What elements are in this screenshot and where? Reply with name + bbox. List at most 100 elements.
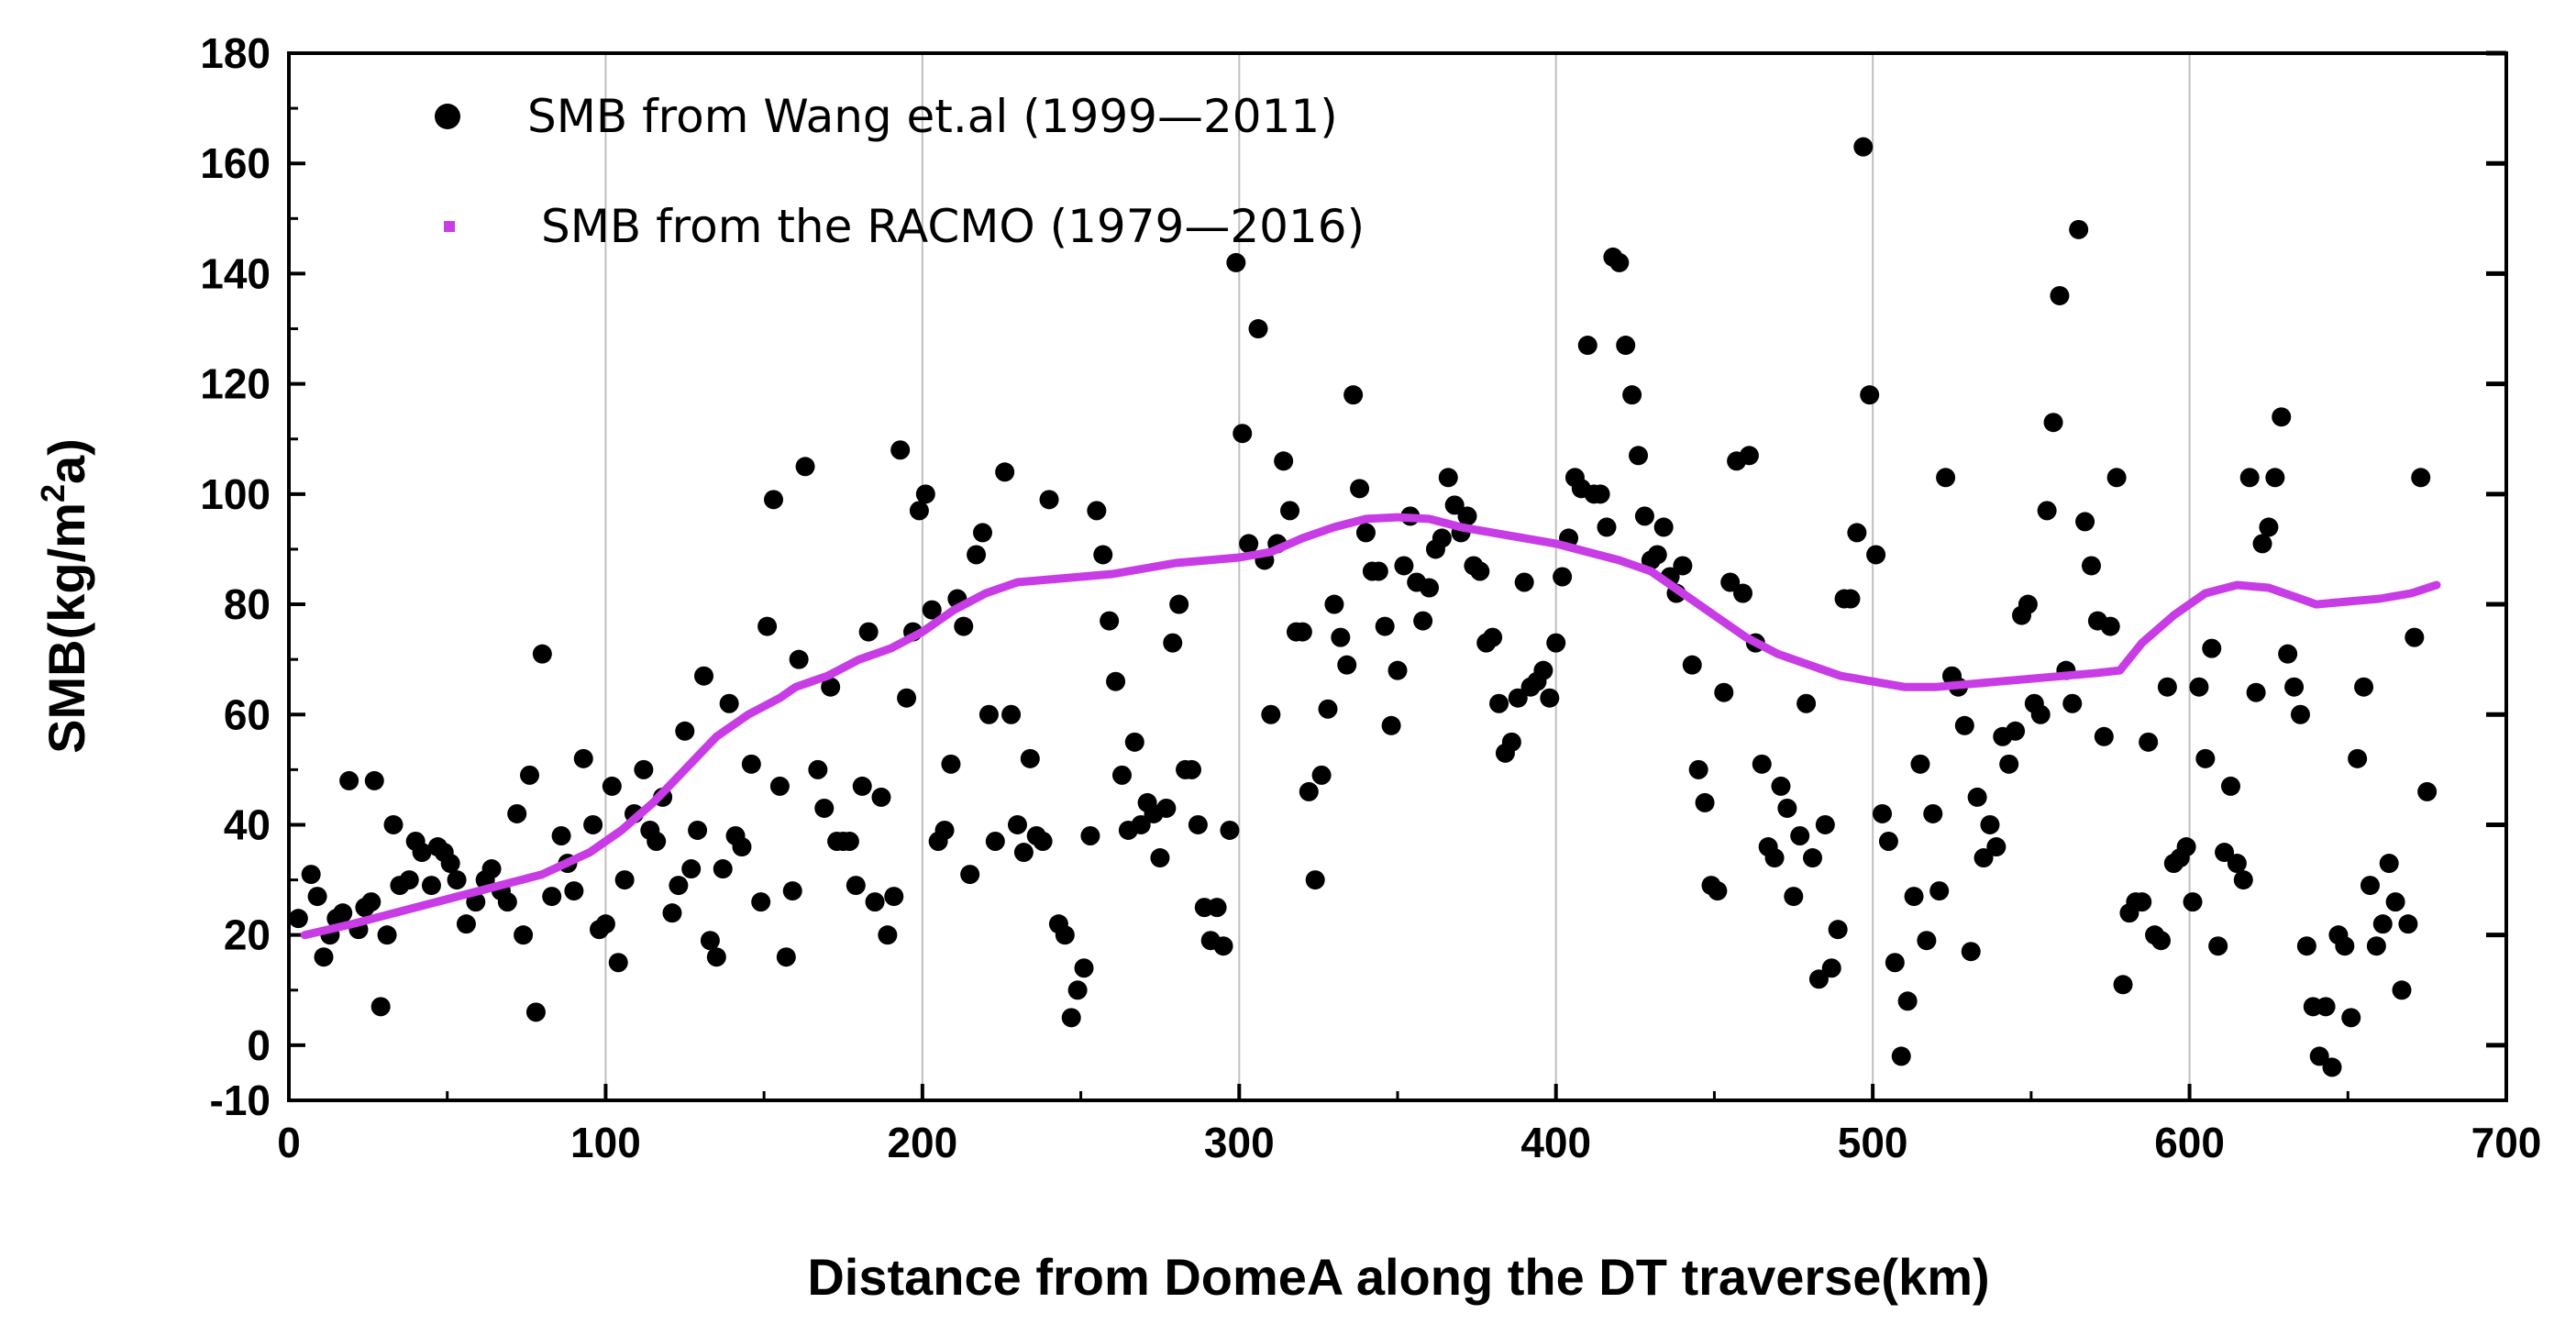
legend-marker-wang xyxy=(435,104,460,129)
data-point-wang xyxy=(954,616,974,636)
data-point-wang xyxy=(514,925,534,945)
data-point-wang xyxy=(2006,721,2026,741)
data-point-wang xyxy=(852,776,872,796)
data-point-wang xyxy=(1673,556,1693,576)
data-point-wang xyxy=(583,814,603,834)
data-point-wang xyxy=(871,787,891,807)
x-tick-label: 600 xyxy=(2154,1119,2225,1166)
data-point-wang xyxy=(1616,336,1636,356)
data-point-wang xyxy=(2183,892,2203,912)
data-point-wang xyxy=(1368,561,1388,581)
data-point-wang xyxy=(307,887,327,907)
data-point-wang xyxy=(1533,660,1553,680)
data-point-wang xyxy=(520,765,540,785)
data-point-wang xyxy=(1007,814,1027,834)
data-point-wang xyxy=(897,688,917,708)
data-point-wang xyxy=(1695,792,1715,812)
data-point-wang xyxy=(1039,490,1059,510)
data-point-wang xyxy=(497,892,517,912)
data-point-wang xyxy=(1923,803,1943,823)
data-point-wang xyxy=(985,832,1005,852)
data-point-wang xyxy=(564,881,584,901)
data-point-wang xyxy=(1239,534,1259,554)
data-point-wang xyxy=(960,865,980,885)
data-point-wang xyxy=(2062,693,2083,713)
data-point-wang xyxy=(1508,688,1528,708)
data-point-wang xyxy=(1013,843,1034,863)
data-point-wang xyxy=(978,704,999,724)
data-point-wang xyxy=(1489,693,1509,713)
data-point-wang xyxy=(2030,704,2051,724)
data-point-wang xyxy=(1514,572,1534,592)
legend-label-wang: SMB from Wang et.al (1999—2011) xyxy=(527,90,1338,143)
data-point-wang xyxy=(2195,748,2216,768)
y-tick-label: 180 xyxy=(200,29,271,77)
data-point-wang xyxy=(2252,534,2272,554)
data-point-wang xyxy=(700,931,720,951)
data-point-wang xyxy=(1714,682,1734,702)
data-point-wang xyxy=(1622,385,1642,405)
data-point-wang xyxy=(1771,776,1791,796)
data-point-wang xyxy=(1413,611,1433,631)
data-point-wang xyxy=(1910,754,1930,774)
data-point-wang xyxy=(1087,501,1107,521)
data-point-wang xyxy=(1343,385,1364,405)
data-point-wang xyxy=(2284,677,2305,697)
data-point-wang xyxy=(2233,870,2253,890)
data-point-wang xyxy=(1777,798,1797,818)
x-tick-label: 0 xyxy=(277,1119,301,1166)
data-point-wang xyxy=(2309,1046,2329,1066)
data-point-wang xyxy=(1331,627,1351,647)
data-point-wang xyxy=(1350,479,1370,499)
data-point-wang xyxy=(1790,825,1810,845)
data-point-wang xyxy=(573,748,593,768)
x-tick-label: 700 xyxy=(2471,1119,2542,1166)
data-point-wang xyxy=(525,1002,546,1022)
y-tick-label: 100 xyxy=(200,470,271,518)
data-point-wang xyxy=(2341,1008,2361,1028)
data-point-wang xyxy=(608,953,628,973)
axis-ticks xyxy=(287,50,2508,1102)
data-point-wang xyxy=(1634,506,1654,526)
data-point-wang xyxy=(1311,765,1332,785)
y-tick-label: 140 xyxy=(200,249,271,297)
data-point-wang xyxy=(769,776,790,796)
data-point-wang xyxy=(1967,787,1987,807)
data-point-wang xyxy=(1061,1008,1081,1028)
data-point-wang xyxy=(1501,732,1521,752)
data-point-wang xyxy=(1280,501,1300,521)
data-point-wang xyxy=(551,825,571,845)
series-layer xyxy=(288,137,2441,1077)
data-point-wang xyxy=(2132,892,2152,912)
data-point-wang xyxy=(995,462,1015,482)
data-point-wang xyxy=(713,859,733,879)
data-point-wang xyxy=(2372,914,2393,934)
data-point-wang xyxy=(1784,887,1804,907)
data-point-wang xyxy=(1220,820,1240,840)
axis-tick-labels: 0 100 200 300 400 500 600 700-10020406080100120… xyxy=(200,29,2541,1166)
data-point-wang xyxy=(706,947,726,967)
x-tick-label: 300 xyxy=(1204,1119,1275,1166)
data-point-wang xyxy=(1111,765,1132,785)
data-point-wang xyxy=(1394,556,1414,576)
data-point-wang xyxy=(383,814,404,834)
data-point-wang xyxy=(839,832,859,852)
data-point-wang xyxy=(846,876,866,896)
y-axis-label-main: SMB(kg/m xyxy=(38,502,95,754)
data-point-wang xyxy=(1067,980,1088,1000)
data-point-wang xyxy=(1388,660,1408,680)
racmo-line-path xyxy=(300,513,2441,940)
x-tick-label: 400 xyxy=(1520,1119,1591,1166)
data-point-wang xyxy=(1444,495,1465,515)
data-point-wang xyxy=(2398,914,2418,934)
data-point-wang xyxy=(1815,814,1835,834)
data-point-wang xyxy=(922,600,942,620)
data-point-wang xyxy=(421,876,441,896)
data-point-wang xyxy=(1553,567,1573,587)
data-point-wang xyxy=(2150,931,2171,951)
data-point-wang xyxy=(776,947,796,967)
data-point-wang xyxy=(2050,285,2070,305)
y-tick-label: 60 xyxy=(224,690,271,738)
data-point-wang xyxy=(370,997,391,1017)
